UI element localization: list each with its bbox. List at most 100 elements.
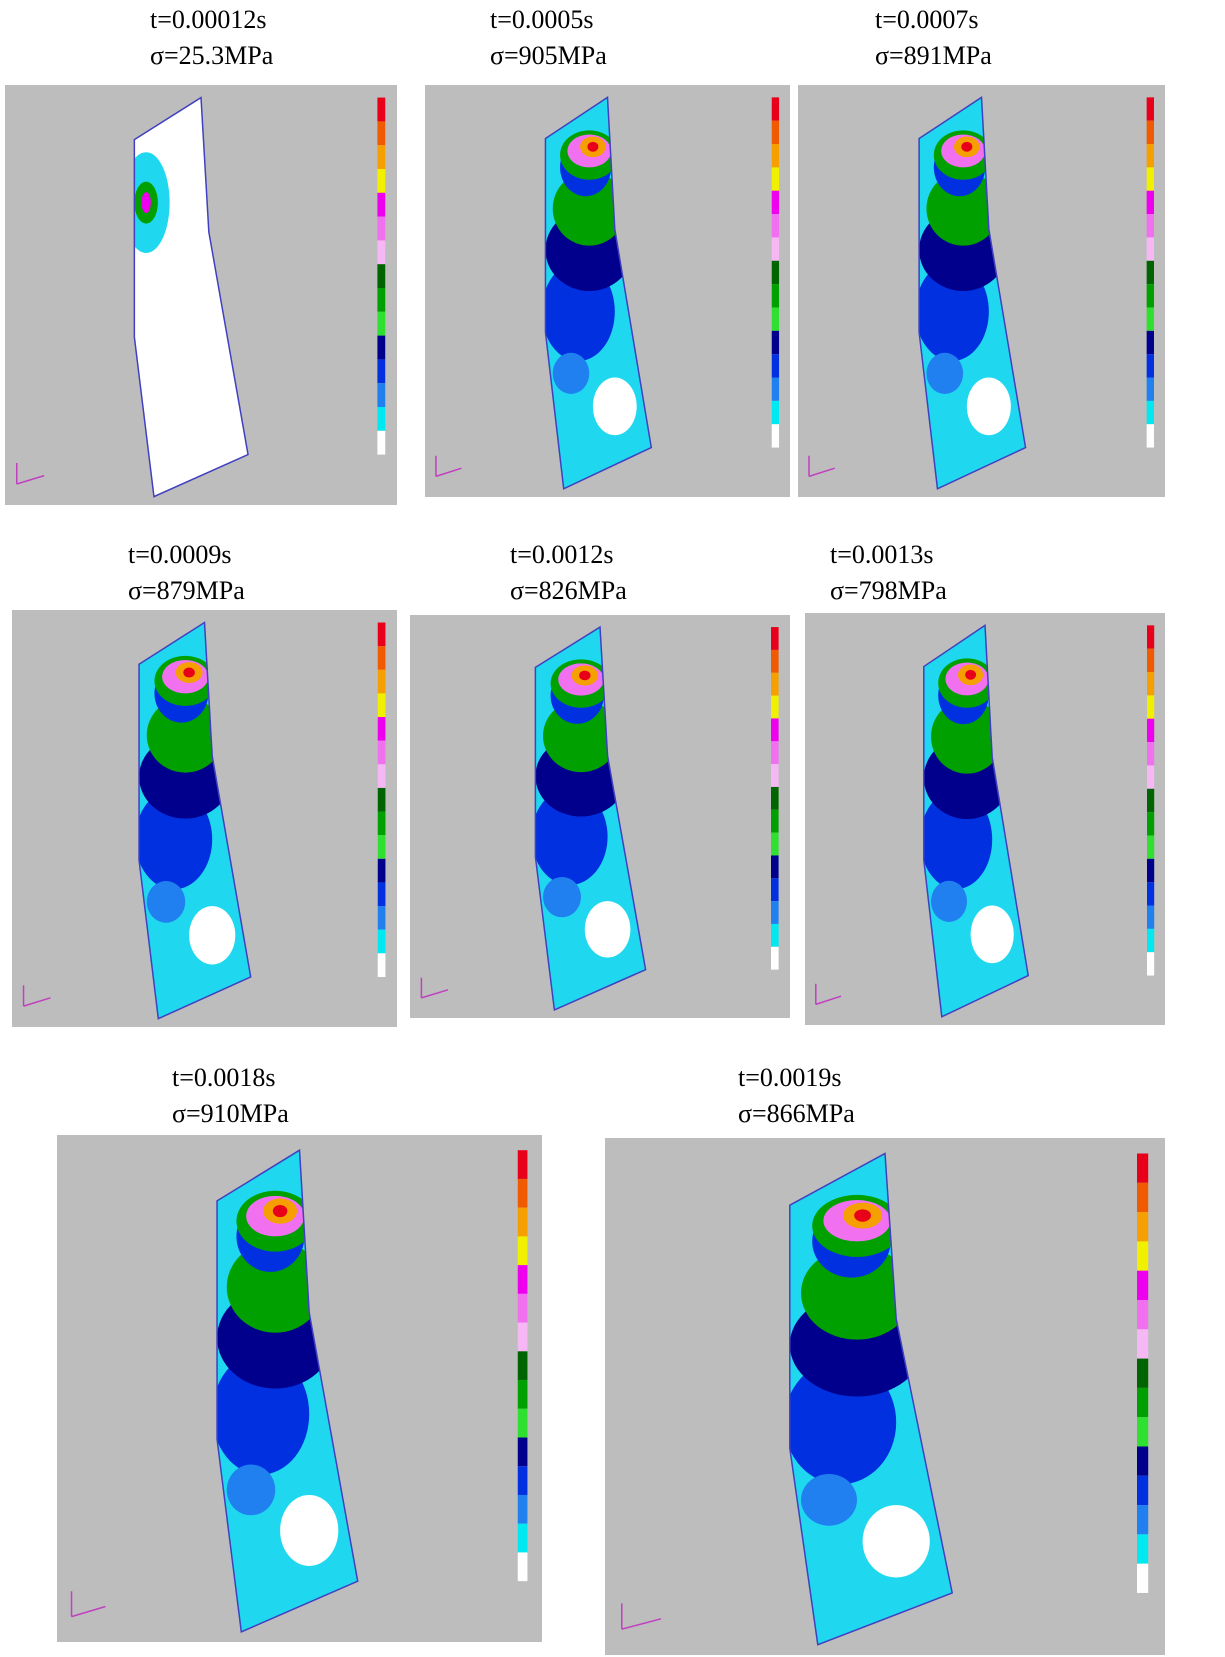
colorbar-cell — [1147, 672, 1154, 695]
colorbar-cell — [518, 1351, 528, 1380]
colorbar-cell — [518, 1380, 528, 1409]
colorbar-cell — [377, 383, 385, 407]
stress-label: σ=891MPa — [875, 38, 992, 74]
colorbar-cell — [1147, 835, 1154, 858]
contour-region — [147, 881, 186, 923]
colorbar-cell — [518, 1294, 528, 1323]
colorbar-cell — [1147, 97, 1154, 120]
colorbar-cell — [378, 693, 386, 717]
colorbar-cell — [1137, 1446, 1148, 1475]
panel-label: t=0.0012sσ=826MPa — [510, 537, 627, 609]
colorbar-cell — [771, 787, 779, 810]
contour-region — [801, 1474, 857, 1526]
colorbar-cell — [1147, 307, 1154, 330]
time-label: t=0.0019s — [738, 1060, 855, 1096]
colorbar-cell — [378, 812, 386, 836]
colorbar-cell — [772, 378, 779, 401]
colorbar-cell — [378, 930, 386, 954]
colorbar-cell — [1137, 1241, 1148, 1270]
stress-label: σ=798MPa — [830, 573, 947, 609]
colorbar-cell — [771, 947, 779, 970]
panel-label: t=0.0013sσ=798MPa — [830, 537, 947, 609]
colorbar-cell — [1147, 906, 1154, 929]
colorbar-cell — [1147, 812, 1154, 835]
contour-plot — [12, 610, 397, 1027]
colorbar-cell — [378, 882, 386, 906]
contour-region — [965, 670, 976, 680]
colorbar-cell — [1147, 214, 1154, 237]
colorbar-cell — [1137, 1212, 1148, 1241]
colorbar-cell — [518, 1524, 528, 1553]
contour-region — [863, 1505, 930, 1577]
contour-plot — [410, 615, 790, 1018]
colorbar-cell — [772, 331, 779, 354]
colorbar-cell — [1137, 1300, 1148, 1329]
contour-region — [967, 378, 1011, 436]
colorbar-cell — [772, 121, 779, 144]
stress-label: σ=905MPa — [490, 38, 607, 74]
contour-plot — [605, 1138, 1165, 1655]
colorbar-cell — [1147, 354, 1154, 377]
colorbar-cell — [1137, 1329, 1148, 1358]
colorbar-cell — [771, 696, 779, 719]
contour-plot — [5, 85, 397, 505]
contour-plot — [425, 85, 790, 497]
colorbar-cell — [1147, 284, 1154, 307]
colorbar-cell — [1147, 191, 1154, 214]
time-label: t=0.0012s — [510, 537, 627, 573]
colorbar-cell — [378, 764, 386, 788]
colorbar-cell — [1147, 121, 1154, 144]
contour-region — [854, 1209, 871, 1221]
contour-region — [141, 192, 150, 213]
colorbar-cell — [772, 307, 779, 330]
contour-region — [931, 881, 967, 922]
colorbar-cell — [1147, 237, 1154, 260]
panel-label: t=0.0007sσ=891MPa — [875, 2, 992, 74]
colorbar-cell — [772, 424, 779, 447]
colorbar-cell — [1147, 789, 1154, 812]
contour-region — [593, 378, 637, 436]
contour-plot — [798, 85, 1165, 497]
colorbar-cell — [771, 627, 779, 650]
colorbar-cell — [1147, 401, 1154, 424]
contour-region — [971, 906, 1014, 964]
colorbar-cell — [518, 1150, 528, 1179]
colorbar-cell — [771, 924, 779, 947]
colorbar-cell — [1137, 1417, 1148, 1446]
colorbar-cell — [518, 1208, 528, 1237]
stress-label: σ=866MPa — [738, 1096, 855, 1132]
page: t=0.00012sσ=25.3MPa t=0.0005sσ=905MPa t=0.… — [0, 0, 1225, 1657]
colorbar-cell — [377, 312, 385, 336]
colorbar-cell — [772, 261, 779, 284]
colorbar-cell — [771, 741, 779, 764]
colorbar-cell — [377, 240, 385, 264]
colorbar-cell — [377, 217, 385, 241]
colorbar-cell — [377, 121, 385, 145]
time-label: t=0.0005s — [490, 2, 607, 38]
contour-region — [553, 353, 590, 394]
colorbar-cell — [378, 717, 386, 741]
colorbar-cell — [1137, 1388, 1148, 1417]
colorbar-cell — [1147, 378, 1154, 401]
colorbar-cell — [771, 718, 779, 741]
contour-region — [280, 1495, 338, 1566]
colorbar-cell — [1137, 1154, 1148, 1183]
contour-region — [587, 142, 598, 152]
colorbar-cell — [771, 878, 779, 901]
colorbar-cell — [1147, 261, 1154, 284]
colorbar-cell — [378, 788, 386, 812]
colorbar-cell — [772, 97, 779, 120]
colorbar-cell — [1137, 1534, 1148, 1563]
contour-region — [227, 1465, 276, 1516]
colorbar-cell — [771, 673, 779, 696]
panel-label: t=0.0019sσ=866MPa — [738, 1060, 855, 1132]
colorbar-cell — [772, 401, 779, 424]
colorbar-cell — [1147, 331, 1154, 354]
colorbar-cell — [518, 1323, 528, 1352]
contour-region — [273, 1205, 288, 1217]
colorbar-cell — [377, 264, 385, 288]
time-label: t=0.0007s — [875, 2, 992, 38]
colorbar-cell — [1147, 742, 1154, 765]
colorbar-cell — [378, 670, 386, 694]
